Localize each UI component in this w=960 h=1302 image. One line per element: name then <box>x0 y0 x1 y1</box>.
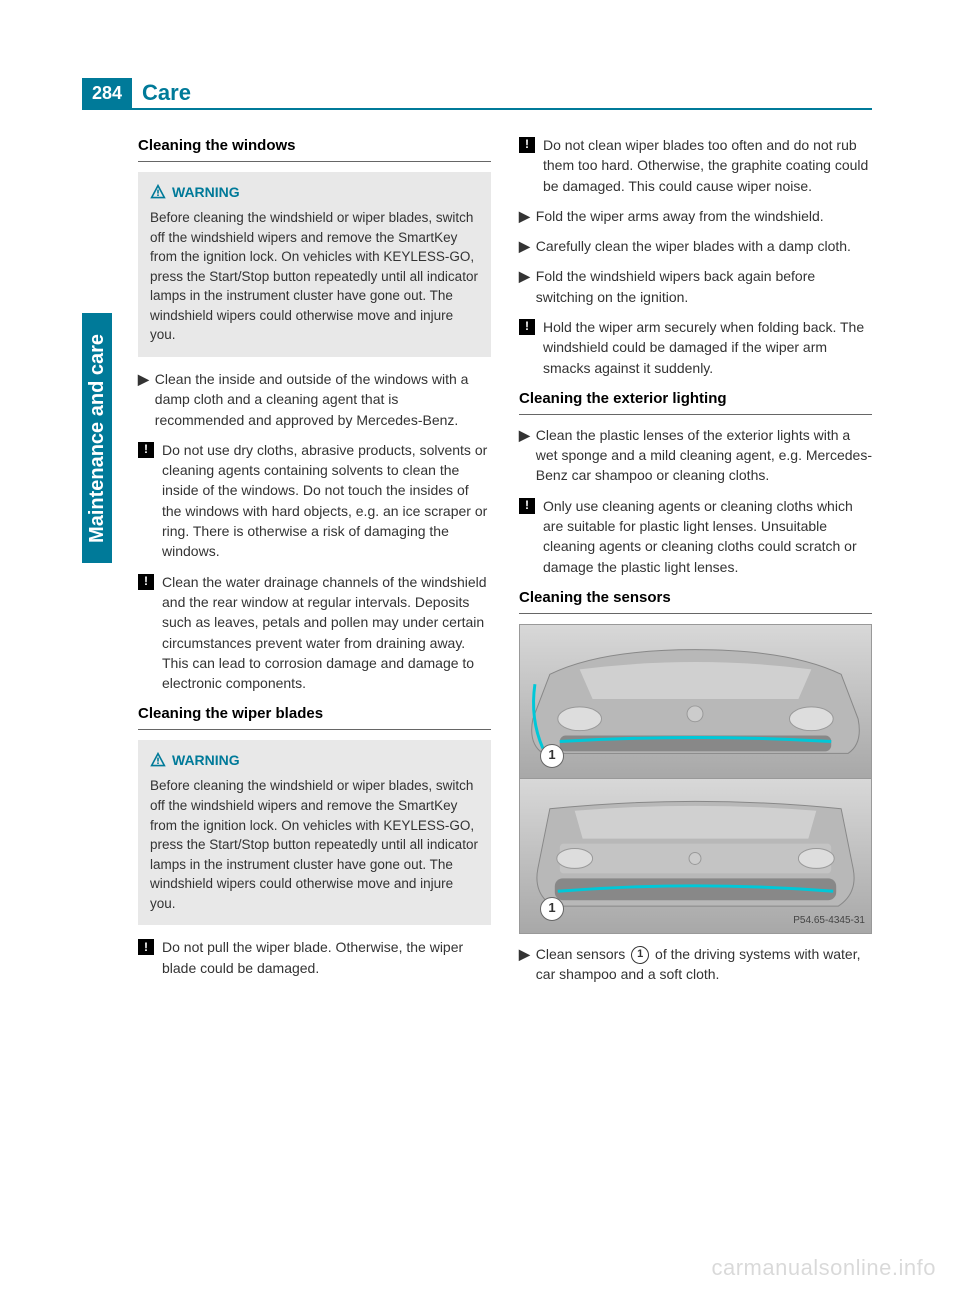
car-rear-illustration <box>520 779 871 933</box>
warning-box-windows: WARNING Before cleaning the windshield o… <box>138 172 491 357</box>
section-rule <box>138 161 491 162</box>
step-marker-icon: ▶ <box>138 369 149 430</box>
warning-label: WARNING <box>172 750 240 770</box>
warning-text: Before cleaning the windshield or wiper … <box>150 776 479 913</box>
figure-reference: P54.65-4345-31 <box>793 914 865 929</box>
note-text: Only use cleaning agents or cleaning clo… <box>543 496 872 577</box>
sensor-figure: 1 1 P54.65-4345-31 <box>519 624 872 934</box>
column-left: Cleaning the windows WARNING Before clea… <box>138 135 491 994</box>
content-columns: Cleaning the windows WARNING Before clea… <box>138 135 872 994</box>
warning-box-wiper: WARNING Before cleaning the windshield o… <box>138 740 491 925</box>
note-text: Do not use dry cloths, abrasive products… <box>162 440 491 562</box>
instruction-step: ▶ Fold the wiper arms away from the wind… <box>519 206 872 226</box>
exclamation-icon: ! <box>138 442 154 458</box>
section-rule <box>519 613 872 614</box>
note-text: Clean the water drainage channels of the… <box>162 572 491 694</box>
warning-header: WARNING <box>150 750 479 770</box>
manual-page: 284 Care Maintenance and care Cleaning t… <box>0 0 960 1302</box>
step-marker-icon: ▶ <box>519 944 530 985</box>
instruction-step: ▶ Carefully clean the wiper blades with … <box>519 236 872 256</box>
warning-header: WARNING <box>150 182 479 202</box>
exclamation-icon: ! <box>519 498 535 514</box>
caution-note: ! Do not pull the wiper blade. Otherwise… <box>138 937 491 978</box>
side-tab-label: Maintenance and care <box>83 334 112 543</box>
side-tab: Maintenance and care <box>82 313 112 563</box>
step-text: Clean sensors 1 of the driving systems w… <box>536 944 872 985</box>
car-front-illustration <box>520 625 871 778</box>
section-title-wiper: Cleaning the wiper blades <box>138 703 491 725</box>
section-rule <box>138 729 491 730</box>
instruction-step: ▶ Clean the plastic lenses of the exteri… <box>519 425 872 486</box>
note-text: Hold the wiper arm securely when folding… <box>543 317 872 378</box>
step-marker-icon: ▶ <box>519 236 530 256</box>
caution-note: ! Only use cleaning agents or cleaning c… <box>519 496 872 577</box>
step-text: Clean the inside and outside of the wind… <box>155 369 491 430</box>
sensor-rear-image: 1 P54.65-4345-31 <box>519 779 872 934</box>
exclamation-icon: ! <box>138 574 154 590</box>
warning-triangle-icon <box>150 752 166 768</box>
step-marker-icon: ▶ <box>519 206 530 226</box>
warning-triangle-icon <box>150 184 166 200</box>
caution-note: ! Do not use dry cloths, abrasive produc… <box>138 440 491 562</box>
exclamation-icon: ! <box>138 939 154 955</box>
exclamation-icon: ! <box>519 137 535 153</box>
callout-1: 1 <box>540 897 564 921</box>
warning-text: Before cleaning the windshield or wiper … <box>150 208 479 345</box>
caution-note: ! Hold the wiper arm securely when foldi… <box>519 317 872 378</box>
section-rule <box>519 414 872 415</box>
header-rule <box>82 108 872 110</box>
note-text: Do not clean wiper blades too often and … <box>543 135 872 196</box>
page-title: Care <box>132 77 191 109</box>
inline-callout-1: 1 <box>631 946 649 964</box>
section-title-lighting: Cleaning the exterior lighting <box>519 388 872 410</box>
exclamation-icon: ! <box>519 319 535 335</box>
instruction-step: ▶ Fold the windshield wipers back again … <box>519 266 872 307</box>
instruction-step: ▶ Clean sensors 1 of the driving systems… <box>519 944 872 985</box>
caution-note: ! Clean the water drainage channels of t… <box>138 572 491 694</box>
section-title-windows: Cleaning the windows <box>138 135 491 157</box>
step-marker-icon: ▶ <box>519 425 530 486</box>
sensor-front-image: 1 <box>519 624 872 779</box>
section-title-sensors: Cleaning the sensors <box>519 587 872 609</box>
callout-1: 1 <box>540 744 564 768</box>
step-marker-icon: ▶ <box>519 266 530 307</box>
step-text: Fold the windshield wipers back again be… <box>536 266 872 307</box>
page-header: 284 Care <box>82 78 191 108</box>
watermark-text: carmanualsonline.info <box>711 1252 936 1284</box>
column-right: ! Do not clean wiper blades too often an… <box>519 135 872 994</box>
warning-label: WARNING <box>172 182 240 202</box>
note-text: Do not pull the wiper blade. Otherwise, … <box>162 937 491 978</box>
step-text: Clean the plastic lenses of the exterior… <box>536 425 872 486</box>
caution-note: ! Do not clean wiper blades too often an… <box>519 135 872 196</box>
page-number: 284 <box>82 78 132 108</box>
step-text: Carefully clean the wiper blades with a … <box>536 236 851 256</box>
instruction-step: ▶ Clean the inside and outside of the wi… <box>138 369 491 430</box>
step-text-pre: Clean sensors <box>536 946 629 962</box>
step-text: Fold the wiper arms away from the windsh… <box>536 206 824 226</box>
